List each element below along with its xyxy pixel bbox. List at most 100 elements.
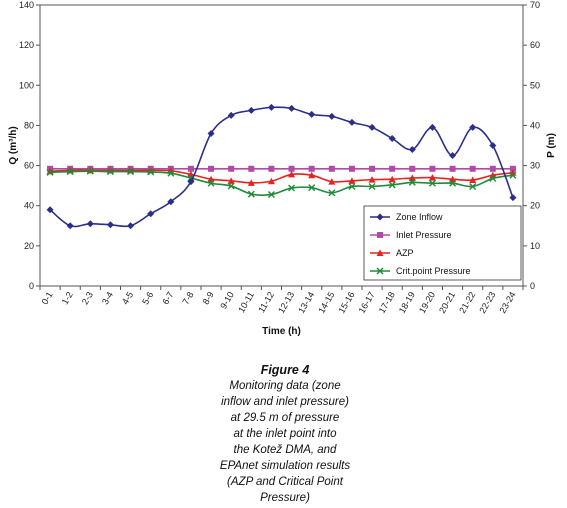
- x-tick-label: 1-2: [60, 290, 75, 306]
- data-point-azp: [428, 174, 436, 181]
- x-marker-stroke: [449, 179, 457, 187]
- data-point-crit-point-pressure: [288, 184, 296, 192]
- data-point-azp: [388, 175, 396, 183]
- y-right-tick-label: 30: [530, 161, 540, 171]
- data-point-zone-inflow: [428, 123, 436, 131]
- y-right-tick-label: 40: [530, 120, 540, 130]
- x-marker-stroke: [127, 168, 135, 176]
- x-tick-label: 14-15: [316, 290, 336, 315]
- data-point-crit-point-pressure: [308, 184, 316, 192]
- data-point-crit-point-pressure: [388, 181, 396, 189]
- data-point-inlet-pressure: [449, 165, 456, 172]
- y-left-tick-label: 140: [19, 0, 34, 10]
- x-marker-stroke: [46, 168, 54, 176]
- x-tick-label: 2-3: [80, 290, 95, 306]
- x-marker-stroke: [408, 178, 416, 186]
- x-tick-label: 0-1: [40, 290, 55, 306]
- x-tick-label: 5-6: [140, 290, 155, 306]
- data-point-inlet-pressure: [369, 165, 376, 172]
- data-point-zone-inflow: [489, 142, 497, 149]
- x-tick-label: 20-21: [437, 290, 457, 315]
- data-point-crit-point-pressure: [106, 168, 114, 176]
- x-tick-label: 17-18: [377, 290, 397, 315]
- data-point-azp: [288, 170, 296, 178]
- data-point-zone-inflow: [328, 112, 336, 120]
- data-point-inlet-pressure: [489, 165, 496, 172]
- x-marker-stroke: [147, 168, 155, 176]
- legend-marker-crit-point-pressure: [376, 267, 384, 275]
- data-point-inlet-pressure: [288, 165, 295, 172]
- caption-line: at the inlet point into: [233, 428, 337, 440]
- data-point-inlet-pressure: [248, 165, 255, 172]
- data-point-zone-inflow: [147, 210, 155, 218]
- data-point-inlet-pressure: [348, 165, 355, 172]
- data-point-zone-inflow: [187, 178, 195, 186]
- x-tick-label: 23-24: [497, 290, 517, 315]
- data-point-crit-point-pressure: [348, 182, 356, 190]
- x-tick-label: 9-10: [218, 290, 236, 311]
- x-marker-stroke: [509, 171, 517, 179]
- data-point-crit-point-pressure: [428, 179, 436, 187]
- data-point-zone-inflow: [308, 110, 316, 118]
- x-marker-stroke: [308, 184, 316, 192]
- data-point-zone-inflow: [106, 221, 114, 229]
- data-point-crit-point-pressure: [227, 182, 235, 190]
- x-marker-stroke: [227, 182, 235, 190]
- x-marker-stroke: [207, 179, 215, 187]
- caption-title: Figure 4: [260, 363, 310, 377]
- legend-marker-azp: [376, 249, 384, 256]
- data-point-zone-inflow: [247, 106, 255, 114]
- data-point-crit-point-pressure: [147, 168, 155, 176]
- data-point-crit-point-pressure: [408, 178, 416, 186]
- x-marker-stroke: [348, 182, 356, 190]
- x-marker-stroke: [376, 267, 384, 275]
- y-left-tick-label: 20: [24, 241, 34, 251]
- data-point-inlet-pressure: [208, 165, 215, 172]
- x-marker-stroke: [328, 189, 336, 197]
- data-point-inlet-pressure: [469, 165, 476, 172]
- x-tick-label: 22-23: [477, 290, 497, 315]
- x-marker-stroke: [489, 174, 497, 182]
- legend-label-azp: AZP: [396, 248, 414, 258]
- y-axis-left-title: Q (m³/h): [8, 126, 19, 164]
- legend-label-inlet-pressure: Inlet Pressure: [396, 230, 452, 240]
- y-axis-right-title: P (m): [546, 133, 557, 158]
- data-point-azp: [348, 177, 356, 184]
- x-tick-label: 11-12: [256, 290, 276, 314]
- data-point-azp: [227, 177, 235, 184]
- data-point-crit-point-pressure: [86, 167, 94, 175]
- data-point-inlet-pressure: [187, 165, 194, 172]
- y-right-tick-label: 10: [530, 241, 540, 251]
- y-left-tick-label: 40: [24, 201, 34, 211]
- x-marker-stroke: [368, 182, 376, 190]
- x-tick-label: 10-11: [236, 290, 256, 314]
- data-point-crit-point-pressure: [167, 169, 175, 177]
- x-marker-stroke: [267, 190, 275, 198]
- data-point-crit-point-pressure: [328, 189, 336, 197]
- legend-marker-inlet-pressure: [377, 232, 383, 238]
- x-marker-stroke: [86, 167, 94, 175]
- x-tick-label: 8-9: [201, 290, 216, 306]
- figure-caption: Figure 4 Monitoring data (zone inflow an…: [150, 362, 420, 506]
- x-marker-stroke: [106, 168, 114, 176]
- data-point-inlet-pressure: [268, 165, 275, 172]
- data-point-crit-point-pressure: [66, 168, 74, 176]
- data-point-crit-point-pressure: [46, 168, 54, 176]
- data-point-inlet-pressure: [409, 165, 416, 172]
- data-point-crit-point-pressure: [489, 174, 497, 182]
- data-point-inlet-pressure: [429, 165, 436, 172]
- data-point-crit-point-pressure: [207, 179, 215, 187]
- data-point-azp: [469, 176, 477, 184]
- x-tick-label: 12-13: [276, 290, 296, 315]
- caption-line: Pressure): [260, 492, 310, 504]
- data-point-crit-point-pressure: [267, 190, 275, 198]
- y-left-tick-label: 60: [24, 161, 34, 171]
- data-point-azp: [308, 171, 316, 179]
- chart: 0 20 40 60 80 100 120 140 0 10 20 30 40 50 60 70 0-1 1-2 2…: [8, 0, 557, 337]
- data-point-zone-inflow: [408, 146, 416, 154]
- x-marker-stroke: [66, 168, 74, 176]
- data-point-inlet-pressure: [228, 165, 235, 172]
- data-point-zone-inflow: [267, 103, 275, 111]
- x-tick-label: 15-16: [336, 290, 356, 315]
- data-point-zone-inflow: [449, 152, 457, 160]
